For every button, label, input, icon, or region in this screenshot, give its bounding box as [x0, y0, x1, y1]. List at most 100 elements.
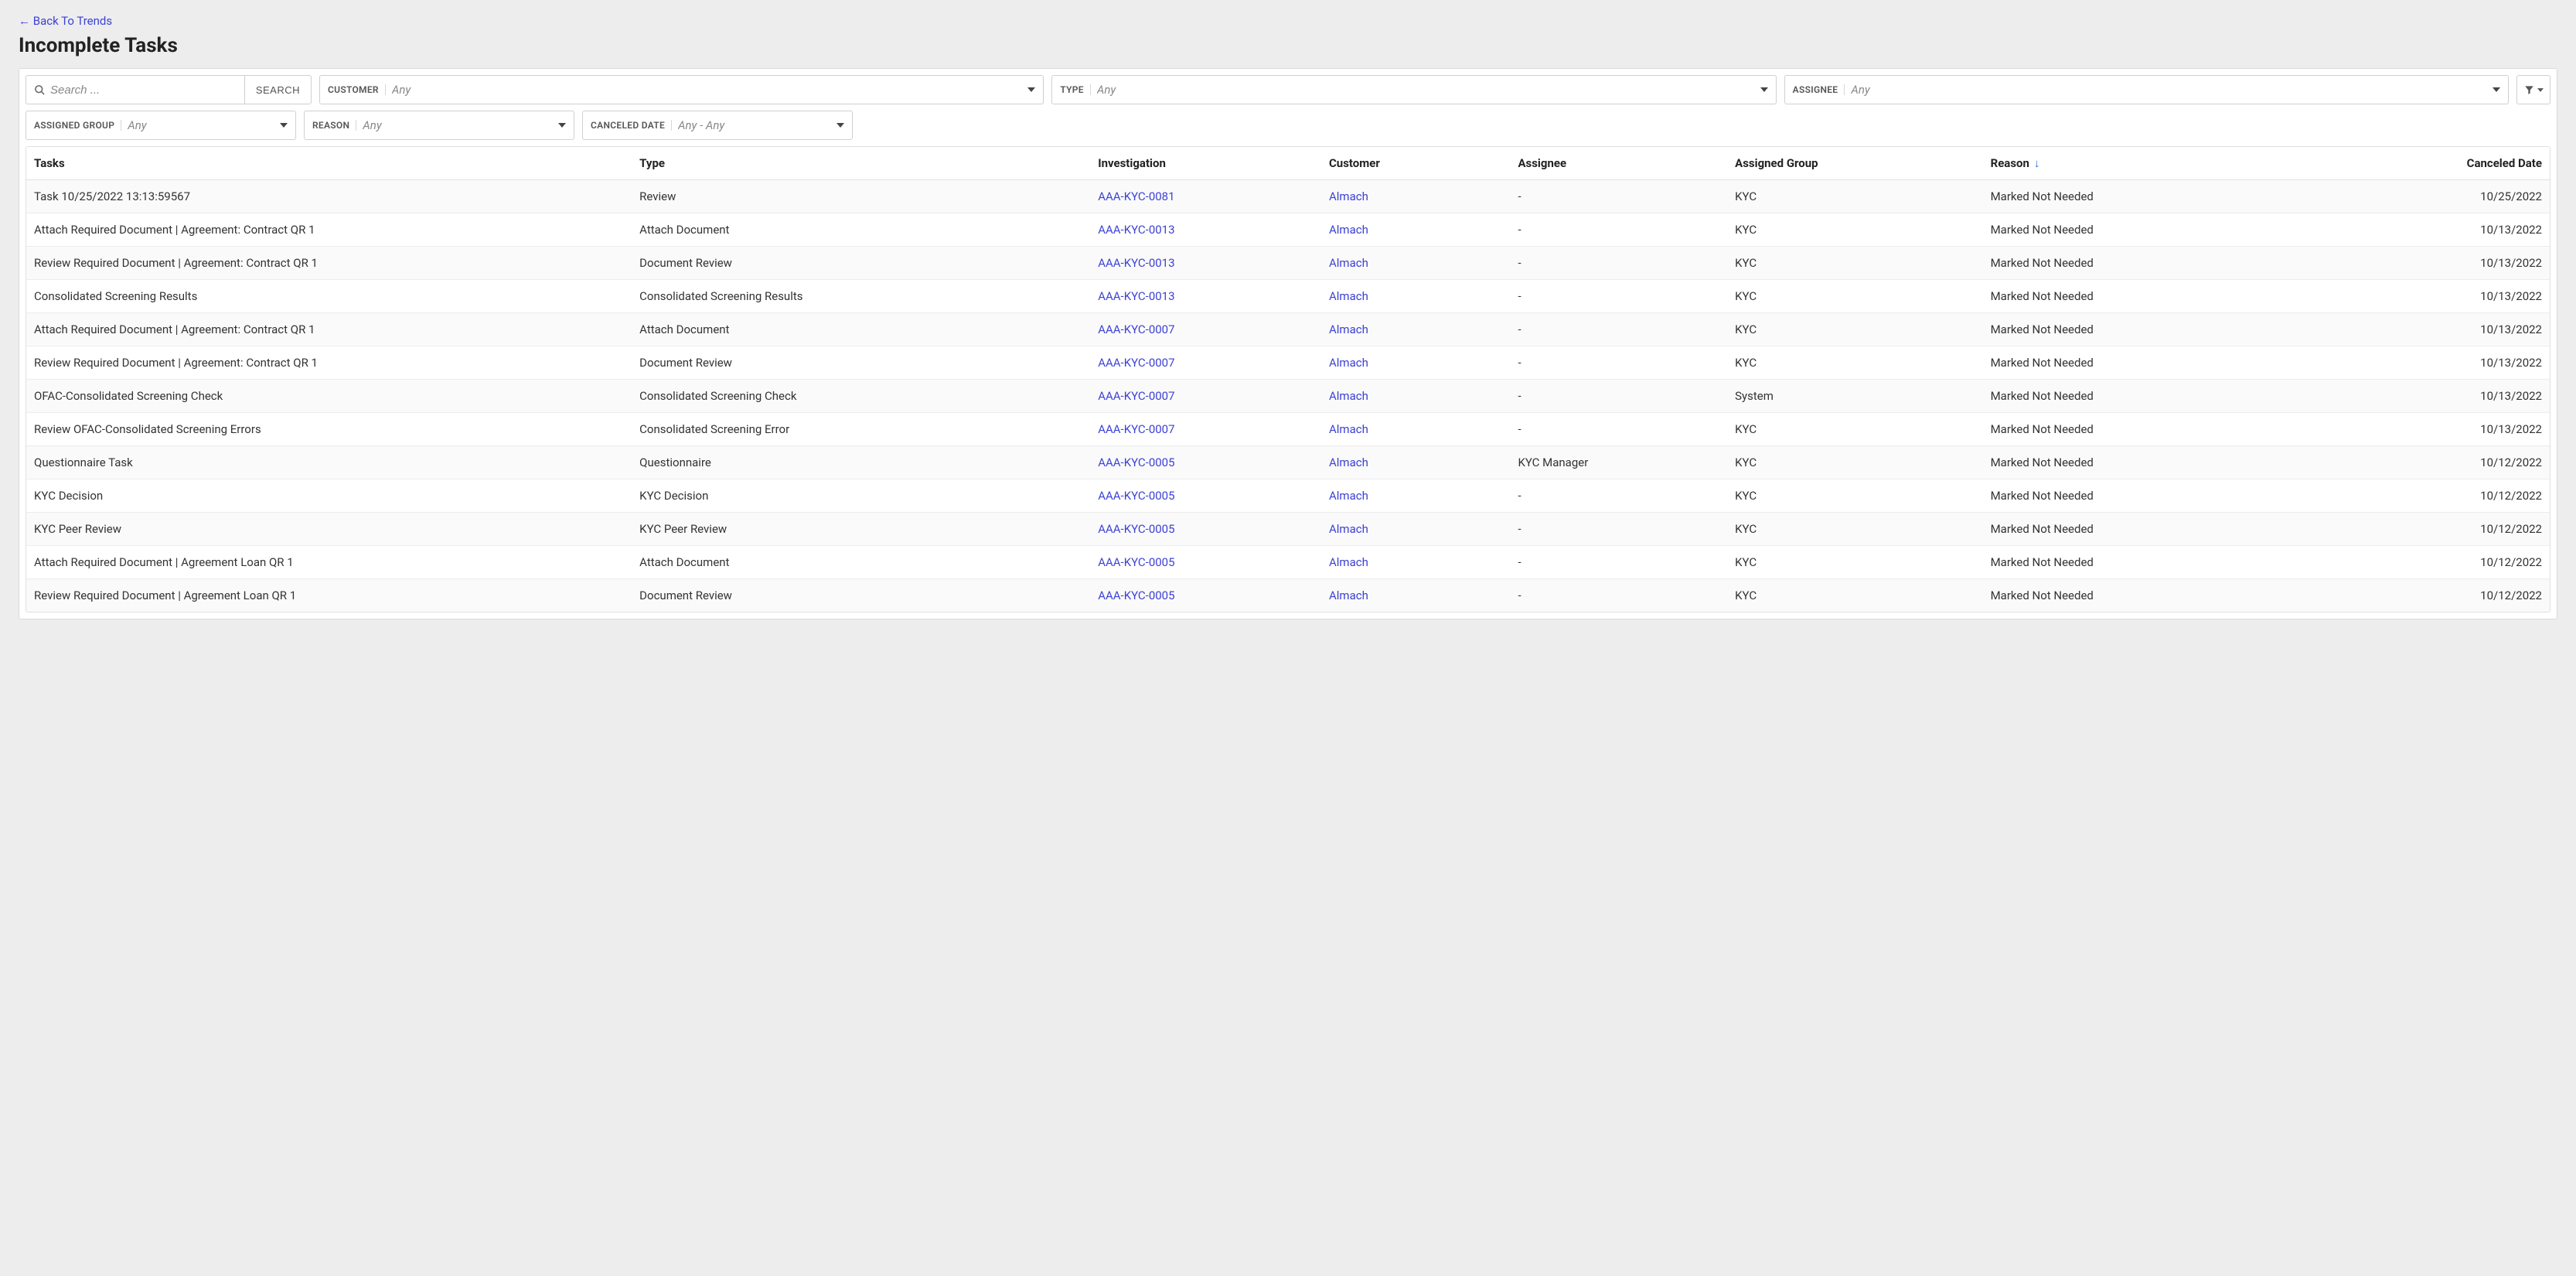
customer-link[interactable]: Almach — [1329, 522, 1368, 536]
search-input-wrap — [26, 75, 244, 104]
cell-assignee: KYC Manager — [1510, 446, 1727, 479]
filter-canceled-date-label: CANCELED DATE — [591, 120, 672, 131]
task-row: Attach Required Document | Agreement Loa… — [26, 546, 2550, 579]
investigation-link[interactable]: AAA-KYC-0013 — [1098, 223, 1174, 237]
cell-reason: Marked Not Needed — [1983, 247, 2333, 280]
task-row: KYC DecisionKYC DecisionAAA-KYC-0005Alma… — [26, 479, 2550, 513]
search-button[interactable]: SEARCH — [244, 75, 312, 104]
cell-canceled-date: 10/12/2022 — [2332, 546, 2550, 579]
task-row: Consolidated Screening ResultsConsolidat… — [26, 280, 2550, 313]
cell-type: Document Review — [632, 579, 1090, 612]
cell-canceled-date: 10/13/2022 — [2332, 413, 2550, 446]
cell-assignee: - — [1510, 413, 1727, 446]
cell-assigned-group: KYC — [1727, 446, 1982, 479]
filter-assignee-label: ASSIGNEE — [1793, 84, 1845, 95]
filter-assigned-group-value: Any — [128, 118, 275, 132]
cell-reason: Marked Not Needed — [1983, 546, 2333, 579]
investigation-link[interactable]: AAA-KYC-0005 — [1098, 489, 1174, 503]
search-input[interactable] — [50, 84, 237, 97]
filter-assignee-value: Any — [1851, 83, 2488, 97]
filter-canceled-date[interactable]: CANCELED DATE Any - Any — [582, 111, 853, 140]
investigation-link[interactable]: AAA-KYC-0007 — [1098, 389, 1174, 403]
customer-link[interactable]: Almach — [1329, 289, 1368, 303]
cell-assigned-group: KYC — [1727, 546, 1982, 579]
cell-type: KYC Peer Review — [632, 513, 1090, 546]
cell-assigned-group: KYC — [1727, 213, 1982, 247]
cell-assigned-group: KYC — [1727, 346, 1982, 380]
investigation-link[interactable]: AAA-KYC-0081 — [1098, 189, 1174, 203]
col-header-assigned-group[interactable]: Assigned Group — [1727, 147, 1982, 180]
cell-task: Review Required Document | Agreement: Co… — [26, 247, 632, 280]
customer-link[interactable]: Almach — [1329, 356, 1368, 370]
caret-down-icon — [837, 123, 844, 128]
customer-link[interactable]: Almach — [1329, 422, 1368, 436]
col-header-canceled-date[interactable]: Canceled Date — [2332, 147, 2550, 180]
back-to-trends-link[interactable]: ← Back To Trends — [19, 14, 112, 28]
cell-type: Document Review — [632, 247, 1090, 280]
tasks-panel: SEARCH CUSTOMER Any TYPE Any ASSIGNEE An… — [19, 68, 2557, 619]
filters-row-1: SEARCH CUSTOMER Any TYPE Any ASSIGNEE An… — [26, 75, 2550, 104]
customer-link[interactable]: Almach — [1329, 455, 1368, 469]
customer-link[interactable]: Almach — [1329, 489, 1368, 503]
caret-down-icon — [1027, 87, 1035, 92]
cell-assignee: - — [1510, 346, 1727, 380]
investigation-link[interactable]: AAA-KYC-0007 — [1098, 322, 1174, 336]
cell-type: Attach Document — [632, 546, 1090, 579]
additional-filters-button[interactable] — [2516, 75, 2550, 104]
filter-assigned-group[interactable]: ASSIGNED GROUP Any — [26, 111, 296, 140]
filter-customer-value: Any — [392, 83, 1024, 97]
cell-task: KYC Peer Review — [26, 513, 632, 546]
cell-assigned-group: KYC — [1727, 313, 1982, 346]
search-group: SEARCH — [26, 75, 312, 104]
tasks-table-wrap: Tasks Type Investigation Customer Assign… — [26, 146, 2550, 612]
investigation-link[interactable]: AAA-KYC-0005 — [1098, 589, 1174, 602]
cell-canceled-date: 10/12/2022 — [2332, 579, 2550, 612]
task-row: Review Required Document | Agreement Loa… — [26, 579, 2550, 612]
investigation-link[interactable]: AAA-KYC-0007 — [1098, 356, 1174, 370]
customer-link[interactable]: Almach — [1329, 555, 1368, 569]
filter-reason[interactable]: REASON Any — [304, 111, 574, 140]
cell-canceled-date: 10/13/2022 — [2332, 380, 2550, 413]
task-row: Task 10/25/2022 13:13:59567ReviewAAA-KYC… — [26, 180, 2550, 213]
cell-canceled-date: 10/13/2022 — [2332, 346, 2550, 380]
col-header-reason[interactable]: Reason ↓ — [1983, 147, 2333, 180]
cell-canceled-date: 10/13/2022 — [2332, 280, 2550, 313]
col-header-type[interactable]: Type — [632, 147, 1090, 180]
investigation-link[interactable]: AAA-KYC-0007 — [1098, 422, 1174, 436]
investigation-link[interactable]: AAA-KYC-0005 — [1098, 522, 1174, 536]
cell-task: Attach Required Document | Agreement: Co… — [26, 313, 632, 346]
cell-reason: Marked Not Needed — [1983, 479, 2333, 513]
investigation-link[interactable]: AAA-KYC-0013 — [1098, 256, 1174, 270]
filter-type-value: Any — [1097, 83, 1756, 97]
cell-assignee: - — [1510, 513, 1727, 546]
col-header-assignee[interactable]: Assignee — [1510, 147, 1727, 180]
customer-link[interactable]: Almach — [1329, 223, 1368, 237]
filter-customer[interactable]: CUSTOMER Any — [319, 75, 1044, 104]
col-header-customer[interactable]: Customer — [1321, 147, 1510, 180]
task-row: Review OFAC-Consolidated Screening Error… — [26, 413, 2550, 446]
customer-link[interactable]: Almach — [1329, 389, 1368, 403]
col-header-tasks[interactable]: Tasks — [26, 147, 632, 180]
investigation-link[interactable]: AAA-KYC-0005 — [1098, 555, 1174, 569]
cell-assigned-group: System — [1727, 380, 1982, 413]
col-header-investigation[interactable]: Investigation — [1090, 147, 1321, 180]
cell-type: Consolidated Screening Results — [632, 280, 1090, 313]
customer-link[interactable]: Almach — [1329, 256, 1368, 270]
cell-type: Document Review — [632, 346, 1090, 380]
funnel-icon — [2523, 84, 2535, 95]
sort-indicator-icon: ↓ — [2034, 156, 2040, 170]
task-row: KYC Peer ReviewKYC Peer Review AAA-KYC-00… — [26, 513, 2550, 546]
filter-customer-label: CUSTOMER — [328, 84, 386, 95]
investigation-link[interactable]: AAA-KYC-0005 — [1098, 455, 1174, 469]
customer-link[interactable]: Almach — [1329, 189, 1368, 203]
task-row: Attach Required Document | Agreement: Co… — [26, 313, 2550, 346]
filters-row-2: ASSIGNED GROUP Any REASON Any CANCELED D… — [26, 111, 2550, 140]
filter-type[interactable]: TYPE Any — [1051, 75, 1776, 104]
caret-down-icon — [1760, 87, 1768, 92]
investigation-link[interactable]: AAA-KYC-0013 — [1098, 289, 1174, 303]
customer-link[interactable]: Almach — [1329, 589, 1368, 602]
filter-assignee[interactable]: ASSIGNEE Any — [1784, 75, 2509, 104]
customer-link[interactable]: Almach — [1329, 322, 1368, 336]
cell-task: Attach Required Document | Agreement Loa… — [26, 546, 632, 579]
cell-type: Attach Document — [632, 213, 1090, 247]
